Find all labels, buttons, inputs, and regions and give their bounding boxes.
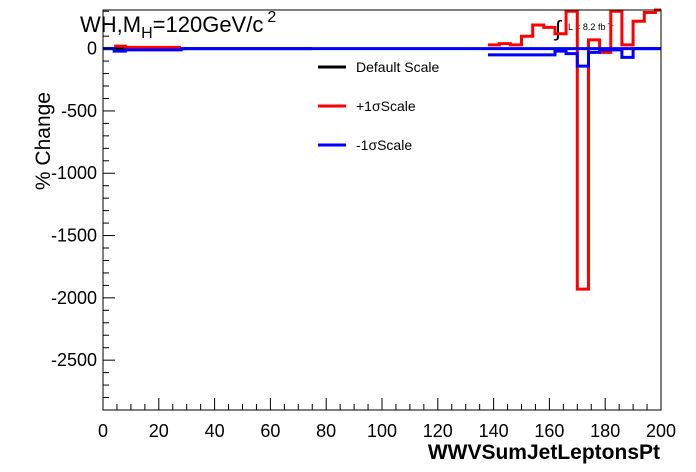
y-tick-label: -500 [61, 101, 97, 121]
y-tick-label: -2000 [51, 288, 97, 308]
x-tick-label: 160 [534, 421, 564, 441]
y-tick-label: 0 [87, 39, 97, 59]
title-rest: =120GeV/c [153, 12, 264, 37]
x-tick-label: 120 [423, 421, 453, 441]
chart-axes: 0 20 40 60 80 100 120 140 160 180 200 0 -500 -1000 -15… [51, 9, 676, 441]
x-axis-title: WWVSumJetLeptonsPt [428, 441, 660, 464]
x-tick-label: 80 [316, 421, 336, 441]
y-axis-title: % Change [32, 92, 55, 190]
series-line [114, 44, 182, 49]
title-subscript: H [141, 25, 153, 42]
y-tick-label: -1500 [51, 226, 97, 246]
series-1 [114, 8, 661, 291]
x-tick-label: 140 [479, 421, 509, 441]
legend-label: -1σScale [356, 137, 412, 153]
lumi-text: L = 8.2 fb [568, 22, 605, 32]
x-tick-label: 20 [149, 421, 169, 441]
x-tick-label: 180 [590, 421, 620, 441]
chart-legend: Default Scale +1σScale -1σScale [318, 59, 439, 153]
x-tick-label: 100 [367, 421, 397, 441]
y-tick-label: -1000 [51, 163, 97, 183]
x-tick-label: 40 [205, 421, 225, 441]
series-line [488, 8, 661, 291]
title-main: WH,M [80, 12, 141, 37]
title-superscript: 2 [267, 9, 276, 26]
x-tick-label: 0 [98, 421, 108, 441]
x-tick-label: 60 [260, 421, 280, 441]
lumi-integral: ∫ [553, 16, 563, 41]
lumi-label: L = 8.2 fb -1 [568, 21, 614, 32]
series-line [488, 47, 661, 68]
y-tick-label: -2500 [51, 350, 97, 370]
chart-title: WH,MH=120GeV/c 2 [80, 9, 276, 42]
legend-label: +1σScale [356, 98, 416, 114]
x-tick-label: 200 [646, 421, 676, 441]
legend-label: Default Scale [356, 59, 439, 75]
